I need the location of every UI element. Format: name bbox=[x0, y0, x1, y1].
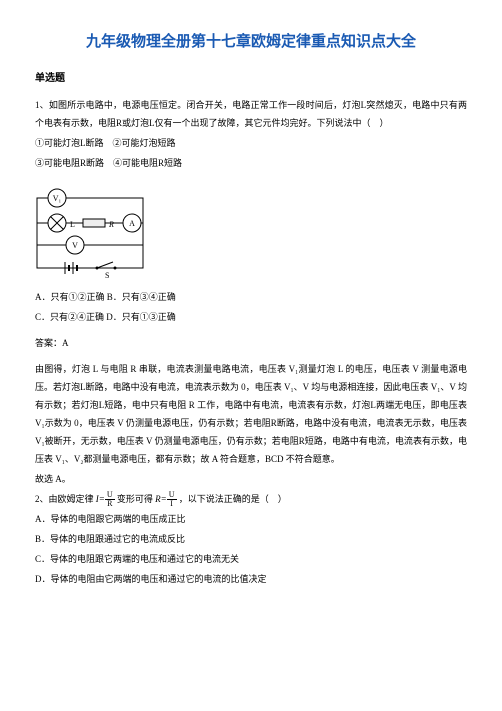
circuit-diagram: V₁ L R A V S bbox=[35, 180, 150, 280]
q2-choice-d: D．导体的电阻由它两端的电压和通过它的电流的比值决定 bbox=[35, 570, 467, 588]
svg-text:L: L bbox=[70, 220, 75, 229]
svg-text:V₁: V₁ bbox=[53, 194, 62, 203]
q1-options-1: ①可能灯泡L断路 ②可能灯泡短路 bbox=[35, 134, 467, 152]
q1-analysis-1: 由图得，灯泡 L 与电阻 R 串联，电流表测量电路电流，电压表 V₁测量灯泡 L… bbox=[35, 360, 467, 468]
q2-choice-a: A．导体的电阻跟它两端的电压成正比 bbox=[35, 510, 467, 528]
q2-stem-prefix: 2、由欧姆定律 bbox=[35, 494, 96, 504]
q1-choice-c: C．只有②④正确 bbox=[35, 312, 104, 322]
q2-choice-b: B．导体的电阻跟通过它的电流成反比 bbox=[35, 530, 467, 548]
q2-stem: 2、由欧姆定律 I=UR 变形可得 R=UI ，以下说法正确的是（ ） bbox=[35, 490, 467, 508]
svg-text:V: V bbox=[72, 241, 78, 250]
q1-options-2: ③可能电阻R断路 ④可能电阻R短路 bbox=[35, 154, 467, 172]
svg-text:A: A bbox=[129, 219, 135, 228]
q1-choice-a: A．只有①②正确 bbox=[35, 292, 105, 302]
q1-stem: 1、如图所示电路中，电源电压恒定。闭合开关，电路正常工作一段时间后，灯泡L突然熄… bbox=[35, 96, 467, 132]
section-header: 单选题 bbox=[35, 69, 467, 84]
formula-2: R= bbox=[155, 494, 167, 504]
q2-choice-c: C．导体的电阻跟它两端的电压和通过它的电流无关 bbox=[35, 550, 467, 568]
q1-analysis-2: 故选 A。 bbox=[35, 470, 467, 488]
formula-1: I= bbox=[96, 494, 105, 504]
fraction-2: UI bbox=[167, 491, 177, 508]
page-title: 九年级物理全册第十七章欧姆定律重点知识点大全 bbox=[35, 30, 467, 51]
svg-text:R: R bbox=[108, 220, 114, 229]
q1-choices-cd: C．只有②④正确 D．只有①③正确 bbox=[35, 308, 467, 326]
q2-stem-mid: 变形可得 bbox=[117, 494, 155, 504]
q1-choice-d: D．只有①③正确 bbox=[106, 312, 176, 322]
q2-stem-suffix: ，以下说法正确的是（ ） bbox=[179, 494, 287, 504]
fraction-1: UR bbox=[105, 491, 115, 508]
svg-text:S: S bbox=[105, 271, 109, 280]
q1-choices-ab: A．只有①②正确 B．只有③④正确 bbox=[35, 288, 467, 306]
q1-answer: 答案：A bbox=[35, 334, 467, 352]
q1-choice-b: B．只有③④正确 bbox=[107, 292, 176, 302]
